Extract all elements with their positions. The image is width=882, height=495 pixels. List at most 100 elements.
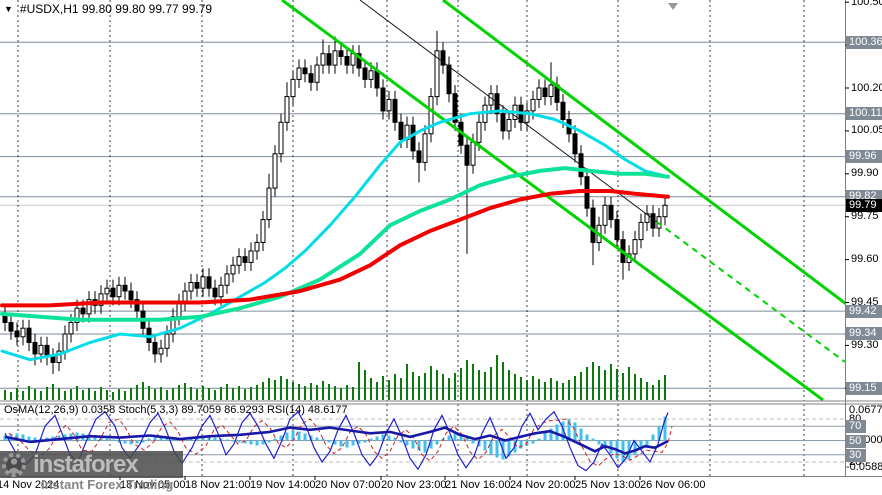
volume-bar (556, 381, 558, 400)
candle-bear (26, 327, 32, 344)
osma-histogram-bar (261, 440, 265, 445)
osma-histogram-bar (243, 440, 247, 444)
osma-histogram-bar (603, 440, 607, 449)
volume-bar (310, 383, 312, 400)
instaforex-gear-logo-icon (2, 452, 26, 477)
candle-bear (650, 213, 656, 229)
osma-histogram-bar (489, 440, 493, 455)
osc-scale-bottom-label: -0.0588 (846, 461, 882, 473)
osma-histogram-bar (591, 438, 595, 441)
candle-bear (344, 56, 350, 66)
ma-mid-springgreen[interactable] (0, 166, 670, 322)
volume-bar (250, 387, 252, 400)
candle-bear (542, 87, 548, 98)
ma-fast-cyan[interactable] (0, 109, 670, 362)
osma-histogram-bar (135, 440, 139, 444)
candle-bull (266, 187, 272, 221)
candle-bull (260, 219, 266, 244)
volume-bar (484, 372, 486, 400)
volume-bar (40, 391, 42, 400)
osma-histogram-bar (561, 421, 565, 441)
volume-bar (430, 366, 432, 400)
symbol-title: ▼ #USDX,H1 99.80 99.80 99.77 99.79 (4, 2, 212, 16)
osma-histogram-bar (303, 433, 307, 441)
candle-bear (338, 50, 344, 57)
candle-bull (188, 282, 194, 292)
candle-bull (176, 302, 182, 318)
volume-bar (100, 387, 102, 400)
volume-bar (202, 386, 204, 400)
candle-bear (608, 204, 614, 221)
candle-bear (302, 67, 308, 75)
osma-histogram-bar (573, 422, 577, 441)
candle-bear (560, 101, 566, 121)
candle-bull (236, 256, 242, 266)
osma-histogram-bar (267, 440, 271, 443)
candle-bull (638, 221, 644, 241)
osma-histogram-bar (597, 440, 601, 445)
candle-bear (212, 287, 218, 298)
chart-dropdown-icon[interactable]: ▼ (4, 4, 13, 14)
volume-bar (208, 388, 210, 400)
volume-bar (16, 388, 18, 400)
osma-histogram-bar (537, 438, 541, 441)
time-axis-label: 21 Nov 16:00 (445, 479, 511, 491)
volume-bar (502, 362, 504, 400)
candle-bear (194, 282, 200, 289)
candle-bear (392, 98, 398, 123)
osma-histogram-bar (333, 440, 337, 445)
volume-bar (388, 380, 390, 400)
volume-bar (520, 377, 522, 400)
volume-bar (544, 382, 546, 400)
volume-bar (262, 382, 264, 400)
indicator-values-label: OsMA(12,26,9) 0.0358 Stoch(5,3,3) 89.705… (4, 404, 348, 416)
osma-histogram-bar (657, 426, 661, 441)
osma-histogram-bar (411, 440, 415, 449)
osma-histogram-bar (213, 437, 217, 441)
trendline-projection[interactable] (656, 221, 845, 363)
candle-bear (500, 113, 506, 132)
volume-bar (70, 389, 72, 400)
volume-bar (184, 383, 186, 400)
volume-bar (340, 388, 342, 400)
volume-bar (616, 369, 618, 400)
price-axis-label: 99.75 (851, 210, 879, 223)
osma-histogram-bar (585, 434, 589, 441)
volume-bar (160, 387, 162, 400)
osma-histogram-bar (453, 433, 457, 441)
ma-slow-red[interactable] (0, 189, 670, 308)
osma-histogram-bar (651, 434, 655, 441)
volume-bar (640, 378, 642, 400)
candle-bear (152, 342, 158, 355)
osma-histogram-bar (663, 416, 667, 441)
candle-bear (128, 290, 134, 301)
down-triangle-marker[interactable] (668, 3, 678, 10)
candle-bull (290, 78, 296, 98)
time-axis-label: 18 Nov 21:00 (185, 479, 251, 491)
channel-line-lower[interactable] (281, 0, 824, 401)
volume-bar (52, 384, 54, 400)
osma-histogram-bar (45, 437, 49, 441)
osma-histogram-bar (159, 436, 163, 441)
osma-histogram-bar (273, 438, 277, 441)
channel-line-upper[interactable] (442, 0, 882, 331)
time-axis-label: 26 Nov 06:00 (640, 479, 706, 491)
candle-bear (446, 64, 452, 95)
osma-histogram-bar (567, 419, 571, 441)
rsi-line[interactable] (4, 426, 669, 455)
candle-bear (362, 67, 368, 80)
candle-bull (434, 50, 440, 98)
price-axis-label: 99.90 (851, 167, 879, 180)
volume-bar (592, 362, 594, 400)
candle-bear (308, 73, 314, 83)
symbol-ohlc-text: #USDX,H1 99.80 99.80 99.77 99.79 (19, 2, 213, 16)
volume-bar (82, 390, 84, 400)
osma-histogram-bar (519, 440, 523, 449)
volume-bar (472, 364, 474, 400)
osma-histogram-bar (237, 440, 241, 443)
volume-bar (172, 388, 174, 400)
volume-bar (586, 367, 588, 400)
osma-histogram-bar (111, 439, 115, 441)
volume-bar (112, 392, 114, 400)
